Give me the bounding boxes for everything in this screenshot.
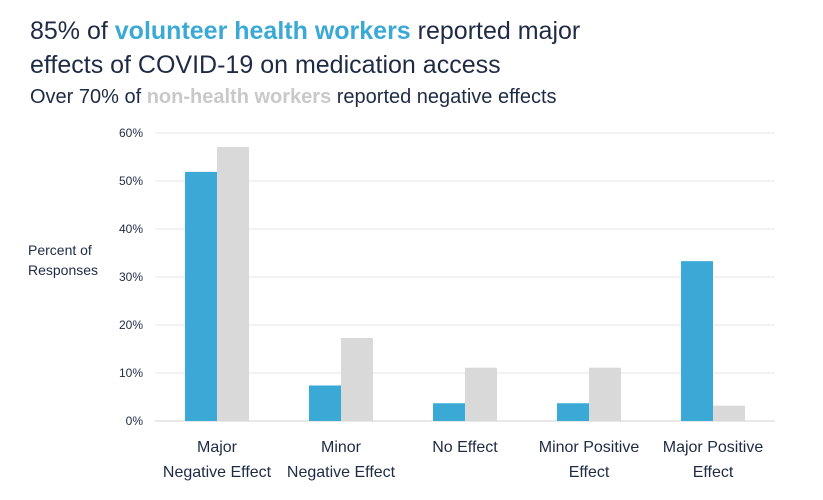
subtitle-text-pre: Over 70% of [30,86,147,108]
chart-subtitle: Over 70% of non-health workers reported … [30,84,557,110]
title-text-pre: 85% of [30,17,115,45]
y-axis-label-line1: Percent of [28,242,92,258]
bar-health-1 [185,171,217,421]
y-tick-label: 30% [119,270,143,284]
bar-nonhealth-1 [217,146,249,422]
y-tick-label: 60% [119,126,143,140]
bar-nonhealth-2 [341,337,373,421]
chart-title-line2: effects of COVID-19 on medication access [30,51,501,79]
x-category-label: Minor Positive Effect [539,439,640,481]
y-axis-label-line2: Responses [28,262,99,278]
bar-nonhealth-3 [465,367,497,421]
x-category-label: Major Positive Effect [663,439,764,481]
bar-nonhealth-5 [713,405,745,421]
bar-health-4 [557,403,589,421]
y-tick-label: 0% [126,414,144,428]
y-tick-label: 10% [119,366,143,380]
title-text-post: reported major [410,17,581,45]
chart-title: 85% of volunteer health workers reported… [30,14,580,82]
subtitle-text-post: reported negative effects [331,86,557,108]
chart-title-line1: 85% of volunteer health workers reported… [30,14,580,48]
bar-health-2 [309,385,341,421]
x-category-label: Minor Negative Effect [287,439,396,481]
subtitle-highlight-non-health-workers: non-health workers [146,86,332,108]
title-highlight-health-workers: volunteer health workers [114,17,411,45]
x-category-label: Major Negative Effect [163,439,272,481]
bar-health-5 [681,261,713,421]
bar-nonhealth-4 [589,367,621,421]
bar-health-3 [433,403,465,421]
y-tick-label: 20% [119,318,143,332]
x-category-label: No Effect [432,439,498,456]
y-tick-label: 50% [119,174,143,188]
y-tick-label: 40% [119,222,143,236]
y-axis-label: Percent of Responses [28,240,98,280]
